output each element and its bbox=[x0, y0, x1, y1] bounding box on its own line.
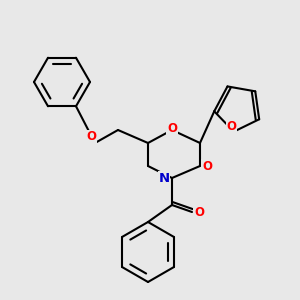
Text: O: O bbox=[86, 130, 96, 143]
Text: N: N bbox=[158, 172, 169, 184]
Text: O: O bbox=[167, 122, 177, 136]
Text: O: O bbox=[194, 206, 204, 218]
Text: O: O bbox=[202, 160, 212, 172]
Text: O: O bbox=[227, 120, 237, 133]
